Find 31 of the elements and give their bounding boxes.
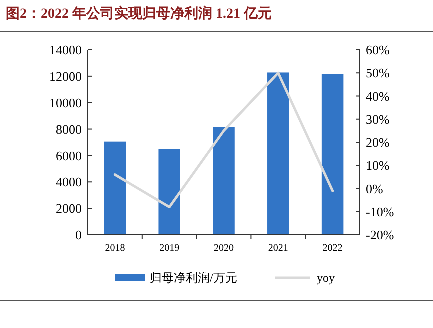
y-tick-label: 10000 <box>50 95 82 110</box>
y2-tick-label: 50% <box>366 66 390 81</box>
x-tick-label: 2018 <box>105 243 126 254</box>
y-tick-label: 4000 <box>56 174 82 190</box>
x-tick-label: 2021 <box>268 243 288 254</box>
y-tick-label: 12000 <box>50 68 82 84</box>
bar <box>104 142 126 235</box>
x-tick-label: 2019 <box>160 243 180 254</box>
y2-tick-label: -20% <box>366 228 394 243</box>
y2-tick-label: 60% <box>366 42 390 58</box>
y2-tick-label: -10% <box>366 204 394 220</box>
y2-tick-label: 10% <box>366 158 390 174</box>
bar <box>268 72 290 235</box>
y-tick-label: 0 <box>76 228 82 243</box>
x-tick-label: 2020 <box>214 243 234 254</box>
y2-tick-label: 30% <box>366 112 390 127</box>
y-tick-label: 14000 <box>50 42 82 58</box>
y-tick-label: 2000 <box>56 201 82 216</box>
y-tick-label: 8000 <box>56 122 82 137</box>
y2-tick-label: 0% <box>366 181 384 196</box>
bar <box>322 74 344 235</box>
y2-tick-label: 20% <box>366 135 390 150</box>
y2-tick-label: 40% <box>366 88 390 104</box>
y-tick-label: 6000 <box>56 148 82 164</box>
legend-label: yoy <box>317 271 335 286</box>
bar <box>213 127 235 235</box>
legend-label: 归母净利润/万元 <box>150 271 238 286</box>
chart-title: 图2：2022 年公司实现归母净利润 1.21 亿元 <box>6 5 272 22</box>
line-series <box>114 72 334 208</box>
bar <box>158 149 180 235</box>
x-tick-label: 2022 <box>322 243 343 254</box>
